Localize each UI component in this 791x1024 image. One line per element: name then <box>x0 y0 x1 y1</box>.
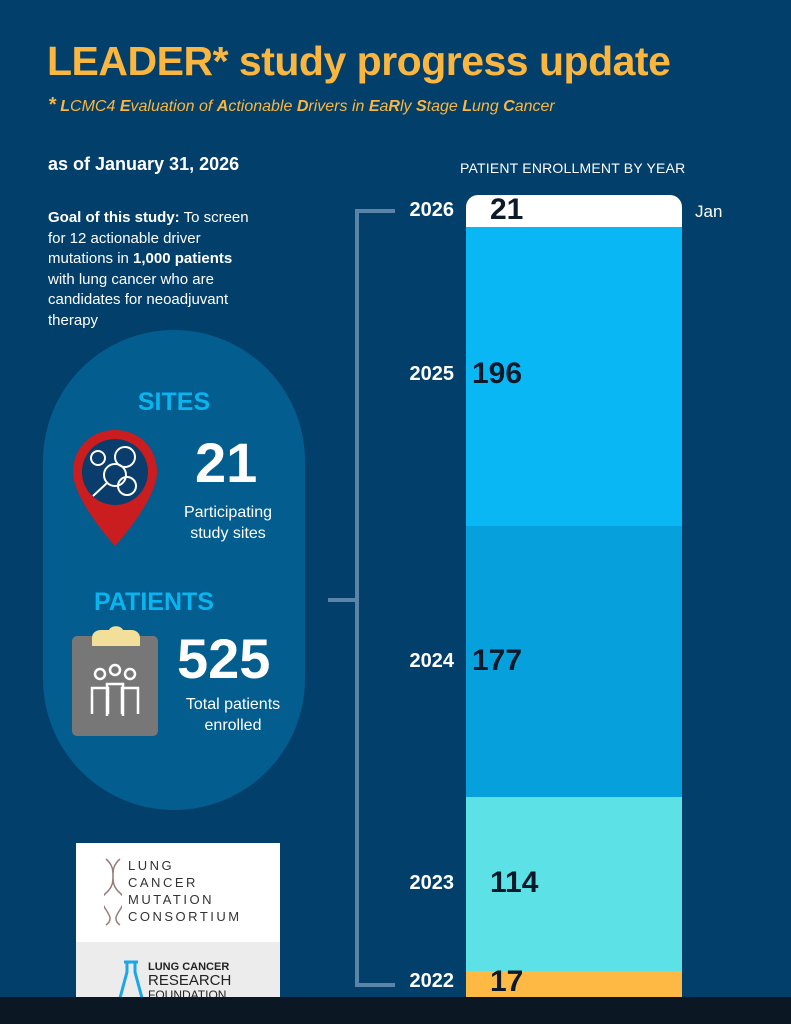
bar-segment-2025: 196 <box>466 227 682 527</box>
data-label: 21 <box>490 193 524 226</box>
subtitle-part: L <box>462 98 473 115</box>
year-label: 2023 <box>409 871 455 894</box>
year-label: 2024 <box>409 649 455 672</box>
subtitle-part: C <box>503 98 515 115</box>
subtitle-part: rivers in <box>308 98 369 115</box>
map-pin-research-icon <box>73 430 157 546</box>
chart-title: PATIENT ENROLLMENT BY YEAR <box>460 160 686 176</box>
year-label: 2025 <box>409 363 455 386</box>
subtitle-part: ctionable <box>228 98 297 115</box>
lcmc-logo: LUNG CANCER MUTATION CONSORTIUM <box>76 843 280 942</box>
dna-icon <box>104 858 122 926</box>
subtitle-part: D <box>296 98 309 115</box>
study-goal: Goal of this study: To screen for 12 act… <box>48 209 249 329</box>
sites-value: 21 <box>195 431 258 494</box>
subtitle-part: ancer <box>514 98 555 115</box>
subtitle-part: E <box>119 98 131 115</box>
data-label: 177 <box>472 643 523 677</box>
subtitle-part: ly <box>399 98 416 115</box>
subtitle-part: CMC4 <box>70 98 120 115</box>
page-title: LEADER* study progress update <box>47 38 671 84</box>
data-label: 17 <box>490 965 524 999</box>
bracket-line <box>355 209 359 987</box>
sites-title: SITES <box>137 388 211 416</box>
bar-segment-2026: 21 <box>466 193 682 228</box>
year-label: 2026 <box>409 199 455 221</box>
subtitle-part: tage <box>426 98 463 115</box>
patients-title: PATIENTS <box>94 588 214 616</box>
subtitle-part: E <box>368 98 380 115</box>
as-of-date: as of January 31, 2026 <box>48 154 240 174</box>
page-subtitle: * LCMC4 Evaluation of Actionable Drivers… <box>48 94 555 116</box>
subtitle-part: a <box>379 98 389 115</box>
data-label: 114 <box>490 865 539 899</box>
bracket-bottom <box>355 983 395 987</box>
footer-band <box>0 997 791 1024</box>
subtitle-part: S <box>415 98 427 115</box>
year-label: 2022 <box>409 970 455 993</box>
subtitle-part: valuation of <box>130 98 217 115</box>
patients-caption: Total patients enrolled <box>185 696 281 734</box>
subtitle-part: R <box>388 98 400 115</box>
clipboard-people-icon <box>72 626 158 736</box>
jan-annotation: Jan <box>695 202 723 221</box>
bracket-top <box>355 209 395 213</box>
bracket-tick <box>328 598 356 602</box>
bar-segment-2024: 177 <box>466 526 682 797</box>
patients-value: 525 <box>177 627 271 690</box>
subtitle-part: A <box>216 98 229 115</box>
bar-segment-2023: 114 <box>466 796 682 972</box>
flask-icon <box>118 960 144 999</box>
sites-caption: Participating study sites <box>183 504 273 542</box>
stats-panel: SITES 21 Participating study sites PATIE… <box>43 330 305 810</box>
subtitle-part: L <box>60 98 71 115</box>
data-label: 196 <box>472 357 523 391</box>
subtitle-part: ung <box>472 98 504 115</box>
bar-segment-2022: 17 <box>466 965 682 998</box>
